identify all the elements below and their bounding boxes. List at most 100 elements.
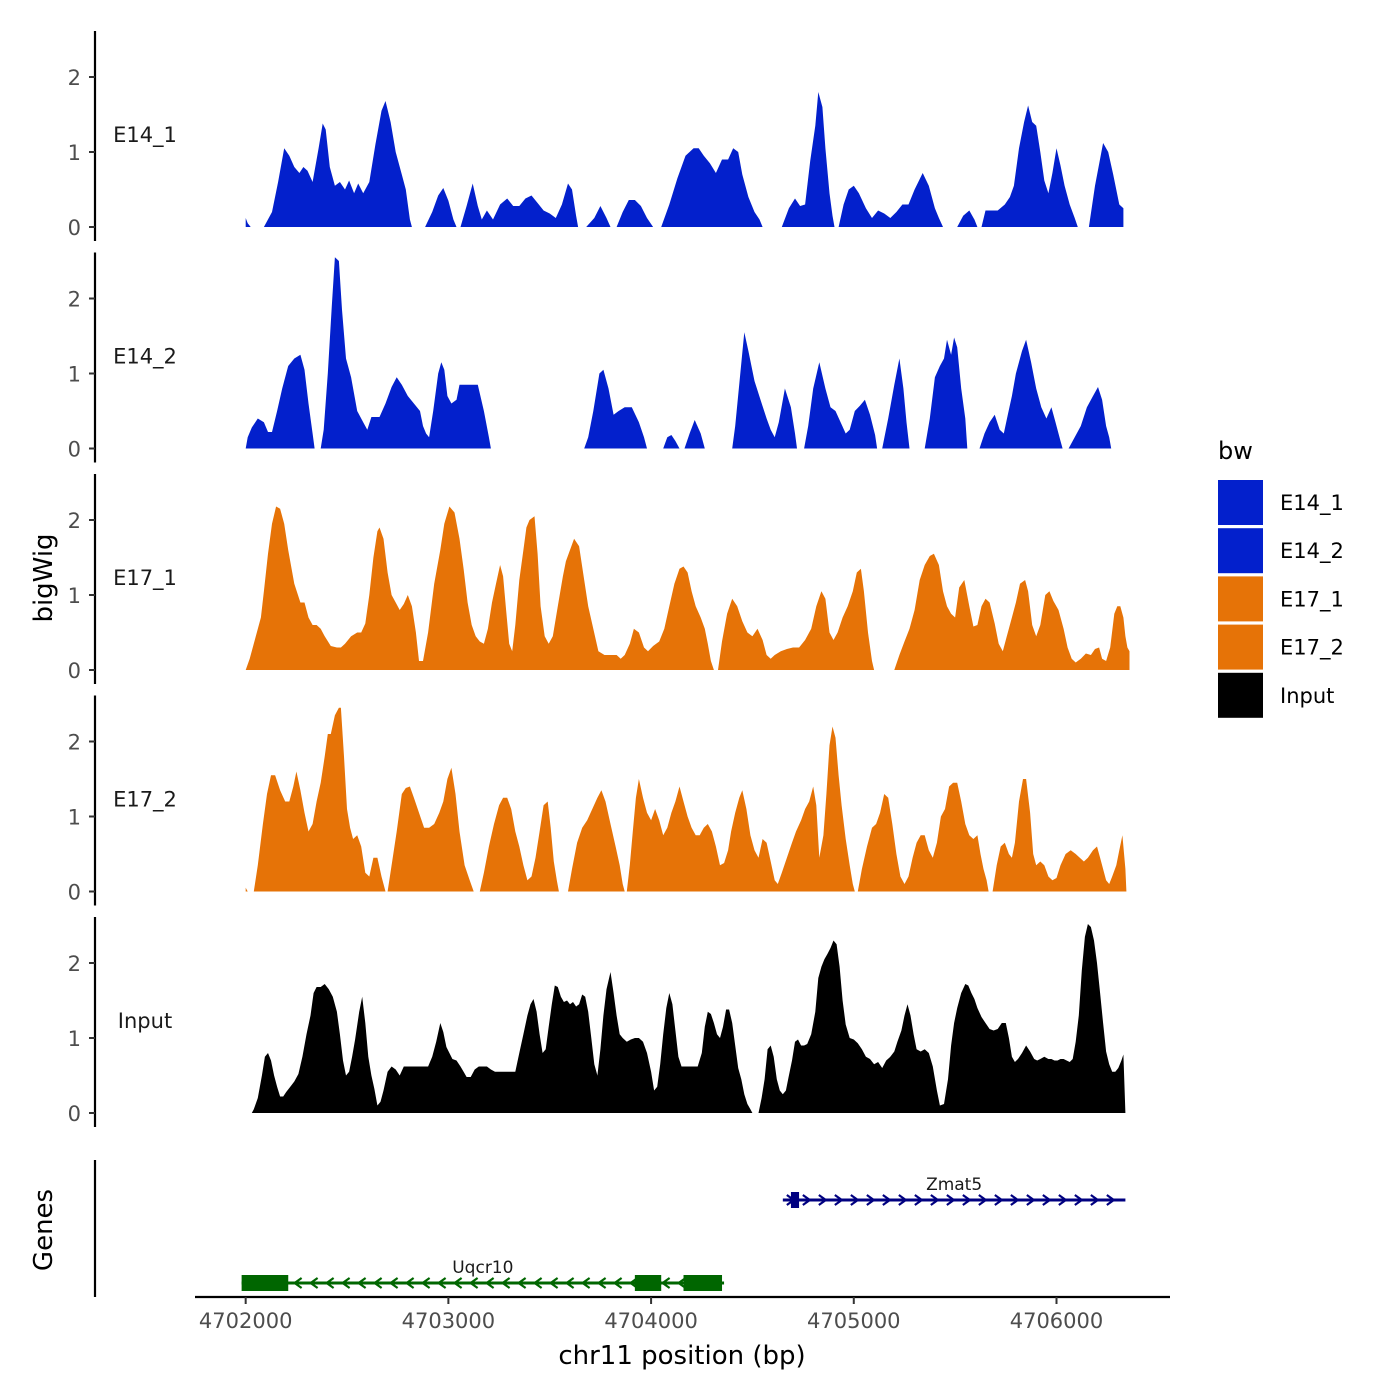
legend-item-input: Input bbox=[1218, 672, 1334, 718]
strand-chevron bbox=[898, 1194, 908, 1206]
strand-chevron bbox=[516, 1277, 527, 1289]
x-axis: 4702000 4703000 4704000 4705000 4706000 bbox=[195, 1295, 1170, 1333]
signal-area bbox=[387, 767, 474, 892]
signal-area bbox=[758, 924, 1126, 1113]
track-panel-e17-1: 0 1 2 E17_1 bbox=[68, 474, 1130, 684]
legend-swatch bbox=[1218, 528, 1263, 574]
y-tick-label: 1 bbox=[68, 141, 81, 165]
legend-label: E17_2 bbox=[1280, 636, 1344, 661]
signal-area bbox=[251, 972, 753, 1113]
legend-title: bw bbox=[1218, 437, 1253, 465]
signal-area bbox=[253, 707, 386, 892]
legend-label: E14_1 bbox=[1280, 491, 1344, 516]
strand-chevron bbox=[356, 1277, 367, 1289]
gene-label: Uqcr10 bbox=[452, 1258, 513, 1278]
strand-chevron bbox=[292, 1277, 303, 1289]
strand-chevron bbox=[324, 1277, 335, 1289]
strand-chevron bbox=[1010, 1194, 1020, 1206]
strand-chevron bbox=[1042, 1194, 1052, 1206]
x-tick-label: 4706000 bbox=[1010, 1309, 1104, 1333]
strand-chevron bbox=[850, 1194, 860, 1206]
strand-chevron bbox=[340, 1277, 351, 1289]
strand-chevron bbox=[676, 1277, 687, 1289]
gene-uqcr10: Uqcr10 bbox=[241, 1258, 725, 1291]
strand-chevron bbox=[564, 1277, 575, 1289]
signal-area bbox=[425, 188, 457, 227]
strand-chevron bbox=[882, 1194, 892, 1206]
signal-area bbox=[981, 105, 1078, 227]
strand-chevron bbox=[818, 1194, 828, 1206]
signal-area bbox=[979, 339, 1063, 449]
strand-chevron bbox=[1106, 1194, 1116, 1206]
strand-chevron bbox=[1074, 1194, 1084, 1206]
signal-area bbox=[882, 358, 910, 449]
y-axis-title: bigWig bbox=[29, 533, 59, 622]
track-panels: 0 1 2 E14_1 0 1 2 E14_2 0 1 2 E17_1 0 1 2 E17_2 0 1 2 Input bbox=[68, 31, 1130, 1127]
signal-area bbox=[838, 173, 943, 227]
y-tick-label: 2 bbox=[68, 66, 81, 90]
x-tick-label: 4705000 bbox=[807, 1309, 901, 1333]
signal-area bbox=[586, 206, 611, 227]
signal-area bbox=[245, 506, 714, 670]
signal-area bbox=[857, 782, 989, 892]
strand-chevron bbox=[930, 1194, 940, 1206]
signal-area bbox=[894, 553, 1130, 670]
y-tick-label: 2 bbox=[68, 952, 81, 976]
signal-area bbox=[732, 332, 797, 449]
track-panel-e14-1: 0 1 2 E14_1 bbox=[68, 31, 1124, 241]
strand-chevron bbox=[978, 1194, 988, 1206]
signal-area bbox=[245, 218, 251, 227]
track-label: E14_2 bbox=[113, 345, 177, 370]
strand-chevron bbox=[914, 1194, 924, 1206]
exon-block bbox=[241, 1275, 289, 1291]
strand-chevron bbox=[1026, 1194, 1036, 1206]
x-tick-label: 4702000 bbox=[199, 1309, 293, 1333]
legend-swatch bbox=[1218, 624, 1263, 670]
y-tick-label: 1 bbox=[68, 806, 81, 830]
signal-area bbox=[924, 337, 968, 449]
strand-chevron bbox=[532, 1277, 543, 1289]
signal-area bbox=[479, 797, 559, 892]
signal-area bbox=[663, 435, 680, 449]
x-axis-title: chr11 position (bp) bbox=[558, 1341, 805, 1371]
strand-chevron bbox=[388, 1277, 399, 1289]
strand-chevron bbox=[946, 1194, 956, 1206]
track-panel-input: 0 1 2 Input bbox=[68, 917, 1126, 1127]
y-tick-label: 2 bbox=[68, 288, 81, 312]
exon-block bbox=[683, 1275, 723, 1291]
y-tick-label: 0 bbox=[68, 216, 81, 240]
track-label: E14_1 bbox=[113, 123, 177, 148]
strand-chevron bbox=[802, 1194, 812, 1206]
strand-chevron bbox=[834, 1194, 844, 1206]
gene-label: Zmat5 bbox=[926, 1175, 982, 1195]
track-label: Input bbox=[118, 1009, 172, 1033]
x-tick-label: 4704000 bbox=[604, 1309, 698, 1333]
legend-item-e14-1: E14_1 bbox=[1218, 480, 1344, 525]
signal-area bbox=[1068, 387, 1112, 449]
signal-area bbox=[1088, 143, 1124, 227]
exon-block bbox=[634, 1275, 662, 1291]
strand-chevron bbox=[962, 1194, 972, 1206]
legend: bw E14_1 E14_2 E17_1 E17_2 Input bbox=[1218, 437, 1344, 718]
strand-chevron bbox=[660, 1277, 671, 1289]
signal-area bbox=[320, 257, 491, 449]
signal-area bbox=[263, 101, 412, 227]
y-tick-label: 0 bbox=[68, 659, 81, 683]
strand-chevron bbox=[500, 1277, 511, 1289]
legend-item-e14-2: E14_2 bbox=[1218, 528, 1344, 574]
strand-chevron bbox=[308, 1277, 319, 1289]
signal-area bbox=[245, 354, 315, 449]
strand-chevron bbox=[548, 1277, 559, 1289]
strand-chevron bbox=[468, 1277, 479, 1289]
strand-chevron bbox=[1058, 1194, 1068, 1206]
y-tick-label: 1 bbox=[68, 363, 81, 387]
signal-area bbox=[684, 420, 705, 449]
y-tick-label: 0 bbox=[68, 1102, 81, 1126]
signal-area bbox=[616, 200, 654, 227]
signal-area bbox=[626, 726, 855, 892]
genes-axis-title: Genes bbox=[29, 1189, 59, 1271]
signal-area bbox=[781, 92, 835, 227]
signal-area bbox=[245, 887, 248, 892]
y-tick-label: 1 bbox=[68, 1027, 81, 1051]
